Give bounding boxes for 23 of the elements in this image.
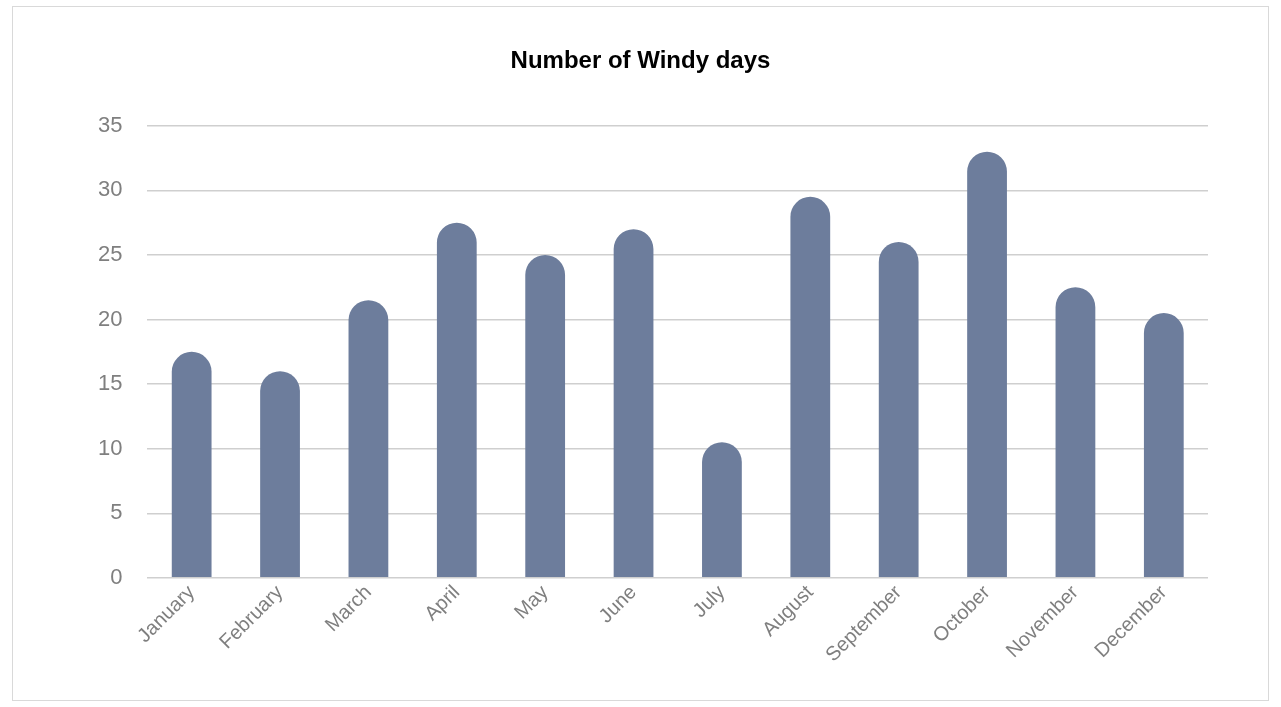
- y-tick-label: 5: [110, 499, 123, 525]
- bar: [171, 351, 212, 578]
- bar: [348, 300, 389, 578]
- y-tick-label: 35: [97, 111, 123, 137]
- bar: [436, 222, 477, 578]
- y-tick-label: 10: [97, 434, 123, 460]
- bar: [790, 196, 831, 578]
- bar: [967, 151, 1007, 578]
- y-tick-label: 15: [97, 370, 123, 396]
- bar: [1143, 313, 1184, 578]
- y-tick-label: 0: [110, 563, 123, 589]
- chart-title: Number of Windy days: [510, 46, 771, 74]
- y-tick-label: 25: [97, 241, 123, 267]
- y-tick-label: 30: [97, 176, 123, 202]
- y-tick-label: 20: [97, 305, 123, 331]
- bar: [525, 254, 566, 578]
- bar: [260, 371, 300, 578]
- bar: [1055, 287, 1096, 578]
- bar: [878, 242, 919, 578]
- bar: [702, 442, 742, 578]
- x-tick-label: May: [509, 580, 552, 623]
- x-tick-label: July: [687, 580, 729, 622]
- bar: [613, 229, 654, 578]
